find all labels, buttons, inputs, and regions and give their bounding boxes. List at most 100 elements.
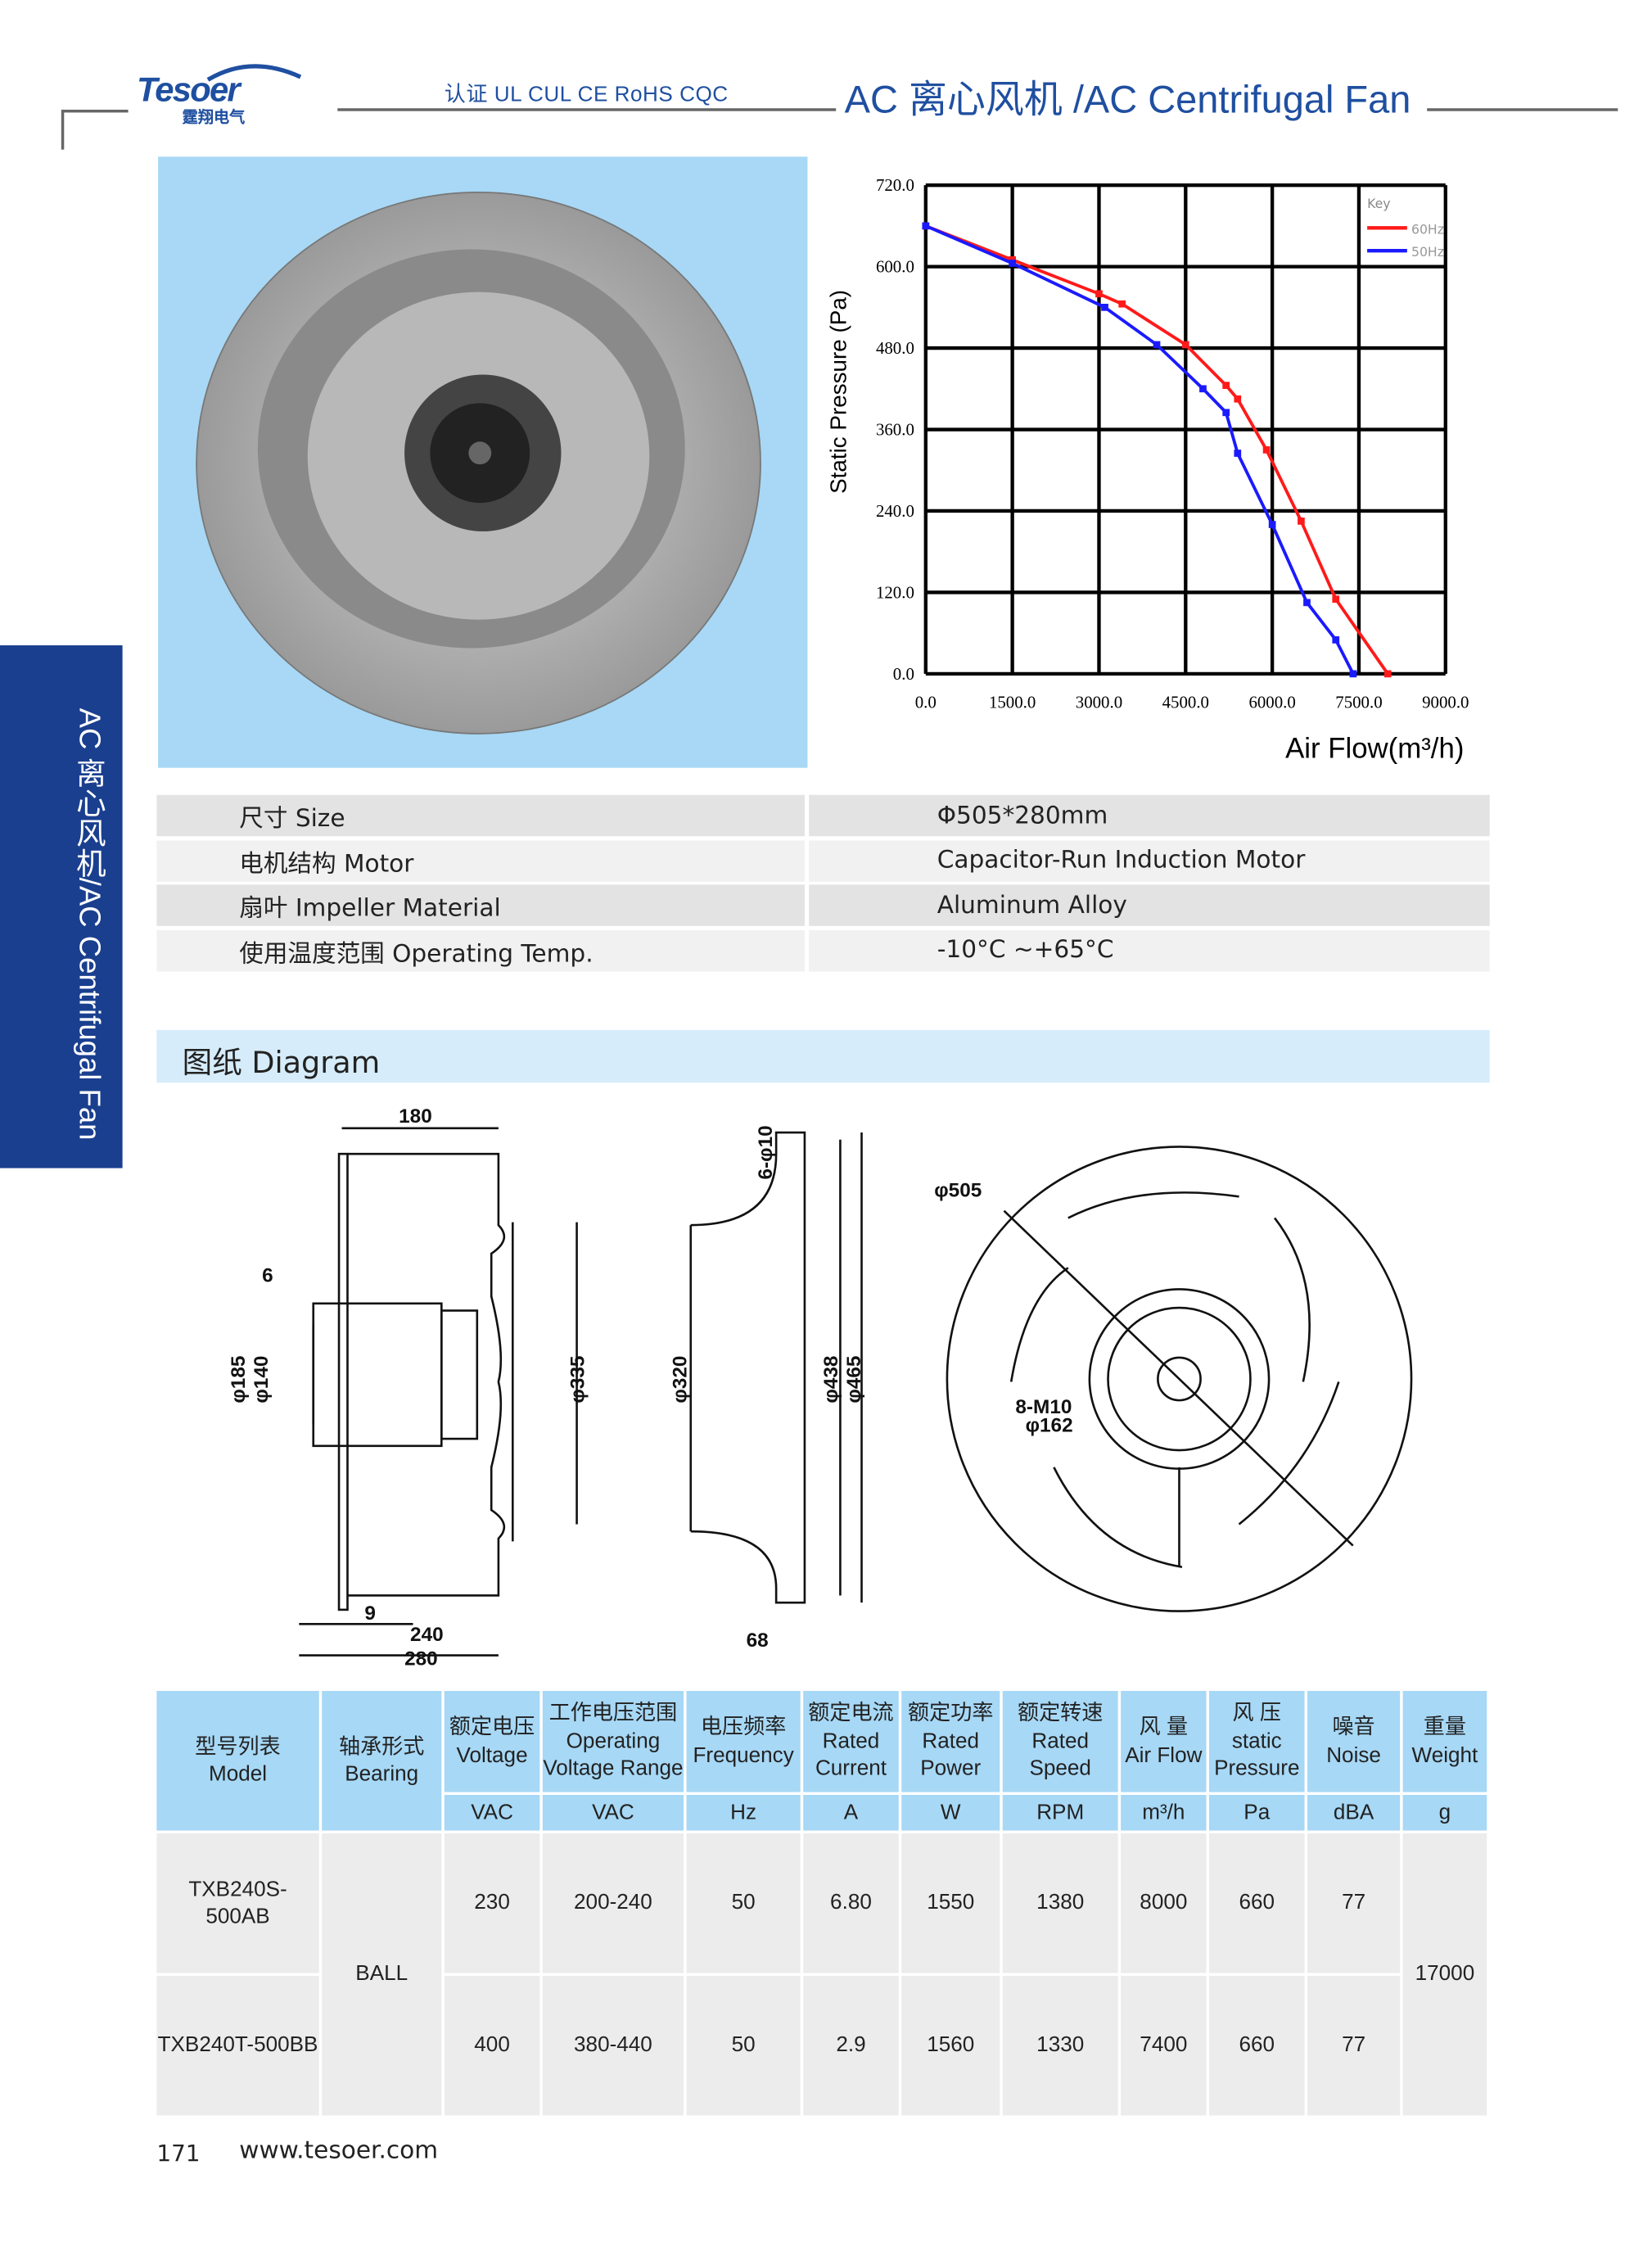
header-frequency: 电压频率 Frequency: [686, 1691, 801, 1792]
cell-frequency: 50: [686, 1975, 801, 2116]
dim-9: 9: [364, 1602, 376, 1625]
side-view: 180 6 φ185 φ140 φ335 9 240 280: [228, 1105, 589, 1670]
dim-phi505: φ505: [934, 1179, 982, 1201]
dim-phi320: φ320: [670, 1356, 692, 1404]
data-point: [1101, 303, 1108, 311]
dim-phi140: φ140: [251, 1356, 273, 1404]
header-airflow: 风 量 Air Flow: [1121, 1691, 1207, 1792]
logo-text: Tesoer: [137, 70, 241, 110]
data-point: [1222, 409, 1230, 417]
data-point: [1118, 300, 1126, 308]
data-point: [1222, 382, 1230, 389]
diagram-heading-bar: 图纸 Diagram: [156, 1029, 1490, 1083]
unit-cell: Pa: [1209, 1795, 1305, 1831]
spec-row: 使用温度范围 Operating Temp. -10°C ~+65°C: [156, 929, 1490, 971]
chart-ylabel: Static Pressure (Pa): [825, 290, 851, 494]
page-title: AC 离心风机 /AC Centrifugal Fan: [844, 78, 1411, 121]
cell-current: 2.9: [803, 1975, 899, 2116]
header-current: 额定电流 Rated Current: [803, 1691, 899, 1792]
cell-noise: 77: [1307, 1833, 1401, 1973]
data-point: [1332, 636, 1340, 644]
header-pressure: 风 压 static Pressure: [1209, 1691, 1305, 1792]
logo: Tesoer 霆翔电气: [137, 64, 322, 131]
cell-model: TXB240T-500BB: [156, 1975, 319, 2116]
data-point: [1383, 670, 1392, 678]
diagram-heading: 图纸 Diagram: [182, 1045, 381, 1080]
x-tick-label: 3000.0: [1076, 693, 1122, 712]
dim-phi335: φ335: [566, 1356, 589, 1404]
header-weight: 重量 Weight: [1402, 1691, 1487, 1792]
data-point: [1262, 446, 1271, 454]
data-point: [1268, 521, 1276, 528]
website-link[interactable]: www.tesoer.com: [239, 2136, 439, 2166]
spec-label: 电机结构 Motor: [156, 839, 805, 882]
header-rule: [337, 108, 837, 111]
cell-bearing: BALL: [322, 1833, 442, 2116]
data-point: [1009, 260, 1016, 267]
x-tick-label: 9000.0: [1422, 693, 1469, 712]
cell-speed: 1330: [1002, 1975, 1118, 2116]
series-line-60Hz: [925, 224, 1389, 675]
y-tick-label: 600.0: [876, 257, 914, 277]
cell-voltage: 400: [444, 1975, 540, 2116]
dimension-diagram: 180 6 φ185 φ140 φ335 9 240 280 6-φ10 φ32…: [228, 1105, 1413, 1670]
header-rule-vertical: [61, 109, 65, 150]
cell-model: TXB240S-500AB: [156, 1833, 319, 1973]
logo-arc-icon: [206, 64, 302, 82]
dim-phi162: φ162: [1026, 1414, 1073, 1436]
dim-6: 6: [262, 1265, 273, 1287]
data-point: [922, 222, 930, 230]
unit-cell: g: [1402, 1795, 1487, 1831]
unit-cell: VAC: [542, 1795, 684, 1831]
spec-value: -10°C ~+65°C: [809, 929, 1490, 971]
table-row: TXB240S-500AB BALL 230 200-240 50 6.80 1…: [156, 1833, 1487, 2116]
header-range: 工作电压范围 Operating Voltage Range: [542, 1691, 684, 1792]
table-unit-row: VAC VAC Hz A W RPM m³/h Pa dBA g: [156, 1795, 1487, 1831]
dim-280: 280: [404, 1648, 438, 1670]
unit-cell: VAC: [444, 1795, 540, 1831]
y-tick-label: 720.0: [876, 175, 914, 195]
dim-6-phi10: 6-φ10: [755, 1125, 777, 1179]
performance-chart: Static Pressure (Pa) Air Flow(m³/h) 0.0 1…: [825, 175, 1469, 765]
unit-cell: dBA: [1307, 1795, 1401, 1831]
spec-table: 尺寸 Size Φ505*280mm 电机结构 Motor Capacitor-Ru…: [156, 794, 1490, 974]
cell-noise: 77: [1307, 1975, 1401, 2116]
data-point: [1199, 385, 1207, 393]
spec-value: Capacitor-Run Induction Motor: [809, 839, 1490, 882]
unit-cell: W: [901, 1795, 1000, 1831]
header-power: 额定功率 Rated Power: [901, 1691, 1000, 1792]
header-rule: [62, 109, 129, 113]
series-line-50Hz: [925, 224, 1355, 675]
cell-range: 380-440: [542, 1975, 684, 2116]
x-tick-label: 1500.0: [989, 693, 1036, 712]
sidebar-text: AC 离心风机/AC Centrifugal Fan: [72, 707, 106, 1141]
y-tick-label: 480.0: [876, 338, 914, 358]
x-tick-label: 0.0: [915, 693, 937, 712]
header-noise: 噪音 Noise: [1307, 1691, 1401, 1792]
header-bearing: 轴承形式 Bearing: [322, 1691, 442, 1831]
sidebar-tab: [0, 645, 123, 1168]
dim-8-m10: 8-M10: [1015, 1396, 1072, 1418]
data-point: [1234, 395, 1242, 403]
dim-68: 68: [747, 1630, 769, 1652]
cell-weight: 17000: [1402, 1833, 1487, 2116]
data-point: [1181, 341, 1189, 349]
data-point: [1234, 450, 1242, 457]
cell-power: 1560: [901, 1975, 1000, 2116]
table-header-row: 型号列表 Model 轴承形式 Bearing 额定电压 Voltage 工作电压范围…: [156, 1691, 1487, 1831]
spec-value: Aluminum Alloy: [809, 884, 1490, 926]
logo-subtext: 霆翔电气: [182, 108, 246, 127]
chart-xlabel: Air Flow(m³/h): [1285, 734, 1464, 765]
dim-180: 180: [399, 1105, 432, 1128]
spec-value: Φ505*280mm: [809, 794, 1490, 837]
y-tick-label: 360.0: [876, 419, 914, 439]
data-point: [1332, 595, 1340, 603]
dim-phi438: φ438: [820, 1356, 842, 1404]
header-rule: [1427, 108, 1618, 111]
fan-image: [196, 191, 761, 735]
header-model: 型号列表 Model: [156, 1691, 319, 1831]
unit-cell: Hz: [686, 1795, 801, 1831]
data-point: [1349, 670, 1357, 678]
cell-frequency: 50: [686, 1833, 801, 1973]
product-photo: [158, 156, 808, 768]
